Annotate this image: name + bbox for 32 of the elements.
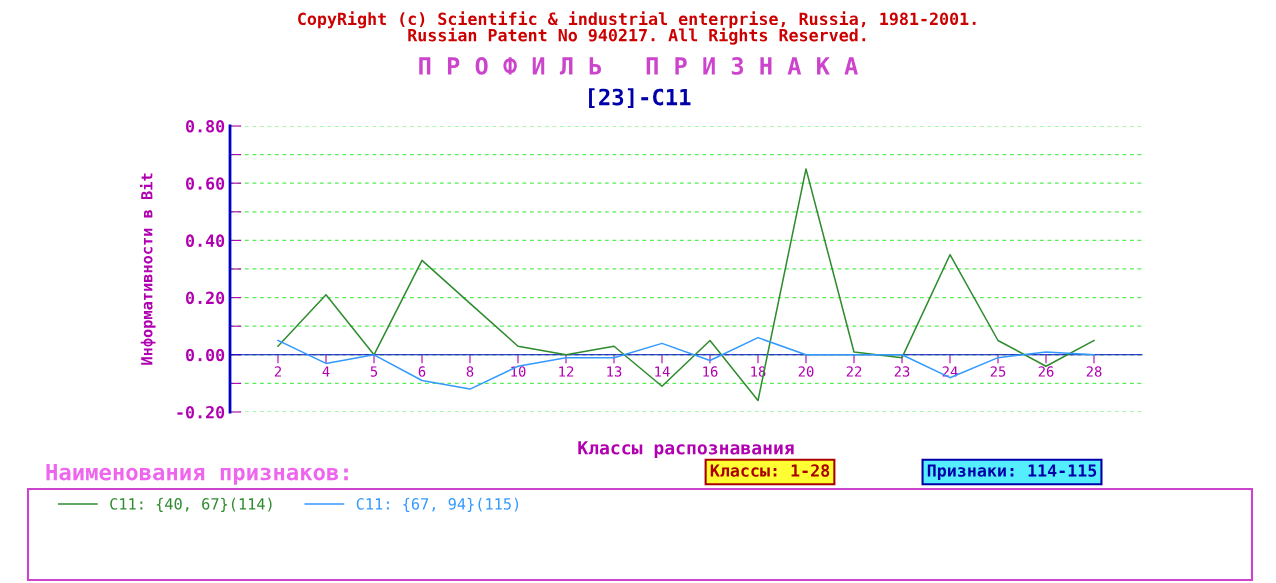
chart-subtitle: [23]-C11 <box>589 88 691 109</box>
x-tick-label: 25 <box>990 366 1006 377</box>
x-tick-label: 23 <box>894 366 910 377</box>
x-tick-label: 2 <box>274 366 281 377</box>
y-tick-label: 0.80 <box>186 119 225 133</box>
x-tick-label: 5 <box>370 366 378 377</box>
text: Наименования признаков: <box>46 463 348 485</box>
x-tick-label: 6 <box>418 366 426 377</box>
x-tick-label: 12 <box>559 366 574 377</box>
text: Признаки: 114-115 <box>927 464 1097 481</box>
x-tick-label: 20 <box>798 366 814 377</box>
chart-title: П Р О Ф И Л Ь П Р И З Н А К А <box>419 56 858 75</box>
text: Классы: 1-28 <box>710 464 830 477</box>
x-tick-label: 8 <box>466 366 474 377</box>
x-tick-label: 28 <box>1086 366 1102 377</box>
x-tick-label: 13 <box>607 366 622 377</box>
x-tick-label: 16 <box>703 366 718 377</box>
text: CopyRight (c) Scientific & industrial enterprise, Russia, 1981-2001. Russian Patent No 940217. All Rights Reserved. <box>298 11 976 45</box>
y-tick-label: 0.00 <box>186 348 225 362</box>
y-tick-label: 0.40 <box>186 234 225 247</box>
y-tick-label: 0.20 <box>186 291 225 305</box>
x-tick-label: 10 <box>511 366 526 377</box>
x-tick-label: 14 <box>655 366 670 377</box>
legend-label: C11: {67, 94}(115) <box>356 497 519 512</box>
x-tick-label: 22 <box>846 366 862 377</box>
x-tick-label: 4 <box>322 366 330 377</box>
y-axis-title: Информативности в Bit <box>139 173 156 365</box>
x-tick-label: 26 <box>1038 366 1054 377</box>
y-tick-label: -0.20 <box>177 405 225 419</box>
y-tick-label: 0.60 <box>186 177 225 190</box>
legend-label: C11: {40, 67}(114) <box>110 497 272 512</box>
x-axis-title: Классы распознавания <box>578 441 794 459</box>
